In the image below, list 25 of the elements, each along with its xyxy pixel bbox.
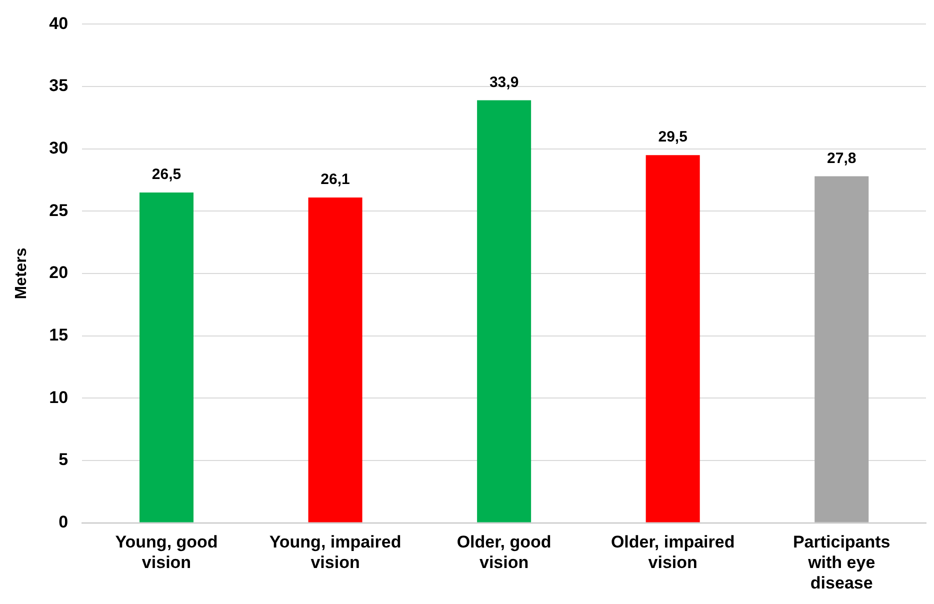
- x-tick-label: Older, good vision: [456, 532, 552, 572]
- x-tick-label: Young, impaired vision: [269, 532, 402, 572]
- data-label: 27,8: [827, 150, 856, 167]
- x-tick-label: Participants with eye disease: [792, 532, 890, 592]
- y-axis-title: Meters: [13, 248, 30, 300]
- y-tick-label: 15: [49, 326, 68, 345]
- bar: [139, 192, 194, 522]
- data-label: 26,1: [320, 171, 350, 188]
- y-tick-label: 0: [58, 512, 68, 532]
- y-tick-label: 25: [49, 200, 68, 220]
- y-tick-label: 20: [49, 263, 68, 282]
- data-label: 29,5: [658, 128, 688, 146]
- x-tick-label: Older, impaired vision: [610, 532, 735, 572]
- y-tick-label: 5: [58, 450, 68, 470]
- bar: [477, 100, 532, 522]
- x-tick-label: Young, good vision: [115, 532, 218, 572]
- y-tick-label: 40: [49, 14, 68, 33]
- bar: [814, 176, 869, 522]
- data-label: 33,9: [489, 74, 519, 91]
- y-tick-label: 10: [49, 388, 68, 407]
- y-tick-label: 30: [49, 138, 68, 158]
- bar: [308, 197, 362, 522]
- data-label: 26,5: [152, 166, 182, 184]
- bar: [646, 155, 700, 522]
- y-tick-label: 35: [49, 76, 68, 96]
